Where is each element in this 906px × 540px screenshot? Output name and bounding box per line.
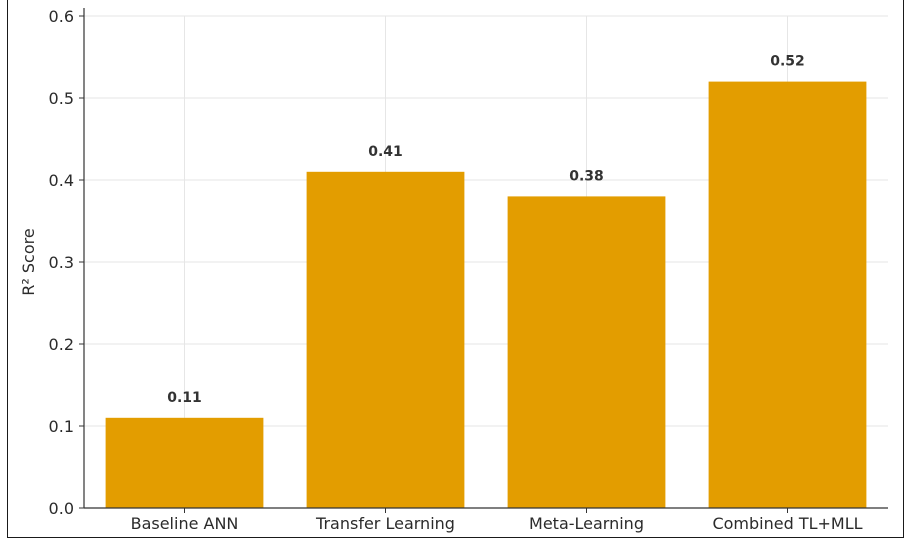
y-tick-label: 0.5 (49, 89, 74, 108)
x-tick-label: Transfer Learning (315, 514, 455, 533)
x-tick-label: Baseline ANN (131, 514, 239, 533)
bar (105, 417, 264, 508)
y-tick-label: 0.3 (49, 253, 74, 272)
bar (306, 171, 465, 509)
bar-value-label: 0.41 (368, 144, 403, 160)
y-tick-label: 0.6 (49, 7, 74, 26)
labels: 0.11 0.41 0.38 0.52 0.0 0.1 0.2 0.3 0.4 0.5 0.6 Bas… (49, 7, 863, 533)
axes (79, 8, 888, 513)
y-tick-label: 0.0 (49, 499, 74, 518)
bar-value-label: 0.38 (569, 168, 604, 184)
y-tick-label: 0.4 (49, 171, 74, 190)
bar-value-label: 0.52 (770, 54, 805, 70)
y-tick-label: 0.1 (49, 417, 74, 436)
bar (507, 196, 666, 508)
bar-value-label: 0.11 (167, 390, 202, 406)
x-tick-label: Meta-Learning (529, 514, 644, 533)
y-tick-label: 0.2 (49, 335, 74, 354)
bar (708, 81, 867, 508)
y-axis-title: R² Score (19, 228, 38, 295)
bars (105, 81, 867, 509)
x-tick-label: Combined TL+MLL (712, 514, 862, 533)
